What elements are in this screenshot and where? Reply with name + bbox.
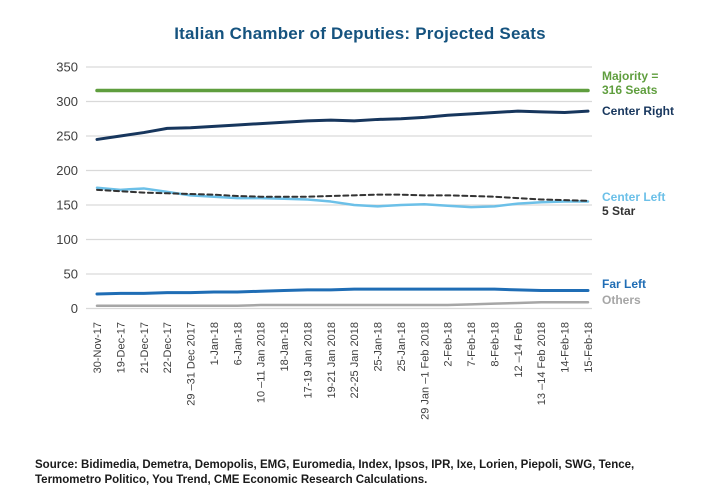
x-axis-tick-label: 18-Jan-18 (279, 322, 291, 372)
x-axis-tick-label: 19-Dec-17 (115, 322, 127, 373)
series-line-5-star (96, 188, 589, 202)
y-axis-tick-label: 300 (56, 94, 78, 109)
x-axis-tick-label: 30-Nov-17 (92, 322, 104, 373)
legend-center-right: Center Right (602, 104, 674, 118)
source-note: Source: Bidimedia, Demetra, Demopolis, E… (35, 459, 635, 486)
y-axis-tick-label: 350 (56, 60, 78, 75)
y-axis-tick-label: 150 (56, 198, 78, 213)
y-axis-tick-label: 0 (71, 301, 78, 316)
series-line-center-right (95, 109, 590, 141)
x-axis-tick-label: 25-Jan-18 (396, 322, 408, 372)
x-axis-tick-label: 7-Feb-18 (466, 322, 478, 367)
legend-majority-line2: 316 Seats (602, 83, 658, 97)
x-axis-tick-label: 2-Feb-18 (443, 322, 455, 367)
legend-majority-line1: Majority = (602, 69, 659, 83)
legend-others: Others (602, 293, 641, 307)
x-axis-tick-label: 8-Feb-18 (489, 322, 501, 367)
legend-majority: Majority = 316 Seats (602, 69, 658, 97)
x-axis-tick-label: 22-Dec-17 (162, 322, 174, 373)
chart-title: Italian Chamber of Deputies: Projected S… (174, 24, 546, 43)
y-axis-tick-label: 100 (56, 232, 78, 247)
x-axis-tick-label: 21-Dec-17 (139, 322, 151, 373)
x-axis-tick-label: 13 –14 Feb 2018 (536, 322, 548, 405)
y-axis-tick-label: 250 (56, 129, 78, 144)
legend-five-star: 5 Star (602, 204, 636, 218)
x-axis-tick-label: 17-19 Jan 2018 (302, 322, 314, 398)
y-axis-tick-label: 50 (64, 267, 78, 282)
x-axis-tick-label: 10 –11 Jan 2018 (256, 322, 268, 403)
x-axis-tick-label: 22-25 Jan 2018 (349, 322, 361, 398)
series-line-far-left (95, 287, 590, 296)
legend-far-left: Far Left (602, 277, 647, 291)
x-axis-tick-label: 6-Jan-18 (232, 322, 244, 365)
x-axis-tick-label: 1-Jan-18 (209, 322, 221, 365)
series-line-others (95, 301, 590, 307)
legend-center-left: Center Left (602, 190, 666, 204)
x-axis-tick-label: 29 –31 Dec 2017 (186, 322, 198, 406)
x-axis-tick-label: 14-Feb-18 (560, 322, 572, 373)
x-axis-tick-label: 15-Feb-18 (583, 322, 595, 373)
x-axis-tick-label: 19-21 Jan 2018 (326, 322, 338, 398)
y-axis-tick-label: 200 (56, 163, 78, 178)
line-chart: 0 50 100 150 200 250 300 350 30-Nov-17 19-Dec-17 2… (56, 60, 595, 420)
x-axis-tick-label: 25-Jan-18 (373, 322, 385, 372)
x-axis-tick-label: 29 Jan –1 Feb 2018 (419, 322, 431, 420)
x-axis-tick-label: 12 –14 Feb (513, 322, 525, 378)
